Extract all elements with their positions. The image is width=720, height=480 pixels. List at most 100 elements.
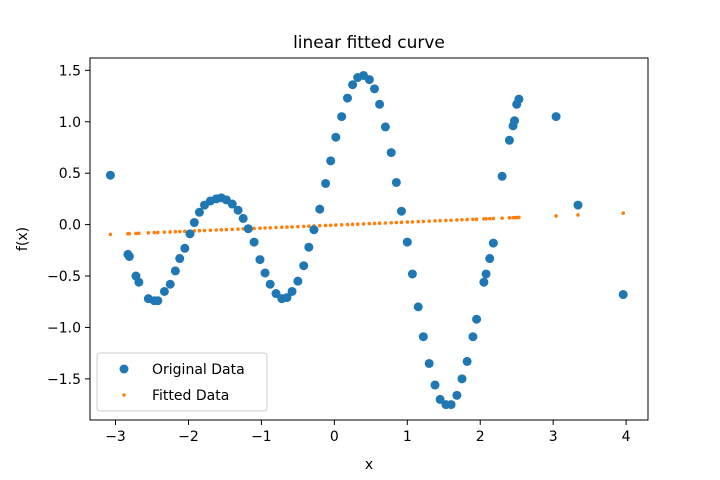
fitted-data-point — [455, 218, 459, 222]
legend: Original Data Fitted Data — [96, 352, 268, 412]
y-tick-label: 1.5 — [59, 63, 81, 79]
fitted-data-point — [274, 225, 278, 230]
y-tick-label: −1.5 — [47, 372, 81, 388]
original-data-point — [424, 358, 434, 368]
original-data-point — [497, 171, 507, 181]
fitted-data-point — [474, 217, 479, 222]
original-data-point — [153, 296, 163, 306]
fitted-data-point — [301, 224, 306, 229]
fitted-data-point — [491, 216, 496, 221]
fitted-data-point — [323, 223, 328, 228]
fitted-data-point — [317, 223, 322, 228]
x-tick-label: 0 — [330, 429, 339, 445]
original-data-point — [481, 269, 491, 279]
fitted-data-point — [399, 220, 404, 225]
y-tick-label: 0.5 — [59, 166, 81, 182]
fitted-data-point — [214, 228, 218, 232]
fitted-data-point — [162, 230, 167, 234]
fitted-data-point — [367, 221, 372, 226]
x-axis-label: x — [365, 457, 373, 473]
fitted-data-point — [576, 213, 580, 217]
fitted-data-point — [263, 226, 267, 230]
fitted-data-point — [345, 222, 350, 227]
fitted-data-point — [416, 219, 421, 224]
original-data-point — [165, 279, 175, 289]
fitted-data-point — [355, 222, 360, 226]
x-tick-label: 2 — [476, 429, 485, 445]
original-data-point — [369, 84, 379, 94]
original-data-point — [293, 276, 303, 286]
original-data-point — [413, 302, 423, 312]
original-data-point — [472, 314, 482, 324]
fitted-data-point — [394, 220, 399, 225]
original-data-point — [227, 199, 237, 209]
x-axis: −3 −2 −1 0 1 2 3 4 — [105, 420, 631, 445]
fitted-data-point — [339, 223, 344, 227]
fitted-data-point — [471, 217, 475, 222]
fitted-data-point — [224, 227, 229, 232]
original-data-point — [514, 94, 524, 104]
fitted-data-point — [146, 231, 151, 235]
original-data-point — [134, 277, 144, 287]
fitted-data-point — [208, 228, 213, 233]
original-data-point — [260, 268, 270, 278]
fitted-data-point — [236, 227, 240, 231]
x-tick-label: 4 — [622, 429, 631, 445]
original-data-point — [175, 254, 185, 264]
fitted-data-point — [433, 219, 437, 223]
original-data-point — [189, 218, 199, 228]
original-data-point — [180, 243, 190, 253]
fitted-data-point — [252, 226, 256, 231]
fitted-data-point — [500, 216, 504, 220]
original-data-point — [309, 225, 319, 235]
original-data-point — [321, 178, 331, 188]
fitted-data-point — [383, 221, 388, 225]
fitted-data-point — [258, 226, 262, 231]
original-data-point — [468, 332, 478, 342]
original-data-point — [485, 254, 495, 264]
fitted-data-point — [127, 231, 132, 236]
original-data-point — [386, 148, 396, 158]
original-data-point — [243, 224, 253, 234]
x-tick-label: 3 — [549, 429, 558, 445]
fitted-data-point — [156, 230, 160, 235]
original-data-point — [337, 112, 347, 122]
fitted-data-point — [350, 222, 355, 227]
fitted-data-point — [389, 220, 394, 225]
fitted-data-point — [465, 217, 469, 222]
original-data-point — [435, 394, 445, 404]
fitted-data-point — [152, 230, 156, 235]
fitted-data-point — [285, 225, 289, 229]
original-data-point — [105, 170, 115, 180]
original-data-point — [282, 293, 292, 303]
original-data-point — [452, 390, 462, 400]
x-tick-label: −2 — [178, 429, 199, 445]
y-tick-label: 0.0 — [59, 218, 81, 234]
fitted-data-point — [410, 220, 415, 224]
fitted-data-point — [202, 228, 207, 233]
original-data-point — [402, 237, 412, 247]
original-data-point — [504, 135, 514, 145]
fitted-data-point — [507, 216, 512, 220]
legend-label-original-data: Original Data — [152, 362, 245, 378]
original-data-point — [348, 80, 358, 90]
y-tick-label: 1.0 — [59, 115, 81, 131]
original-data-point — [375, 99, 385, 109]
fitted-data-point — [219, 228, 224, 232]
fitted-data-point — [177, 229, 182, 234]
original-data-point — [287, 286, 297, 296]
original-data-point — [299, 261, 309, 271]
original-data-point — [271, 289, 281, 299]
fitted-data-point — [460, 218, 464, 222]
fitted-data-point — [621, 211, 625, 215]
fitted-data-point — [377, 221, 382, 226]
fitted-data-point — [230, 227, 235, 232]
original-data-point — [446, 400, 456, 410]
legend-box — [96, 352, 268, 412]
fitted-data-point — [421, 219, 426, 224]
series-layer — [105, 70, 628, 410]
original-data-point — [265, 279, 275, 289]
fitted-data-point — [438, 218, 442, 223]
x-tick-label: 1 — [403, 429, 412, 445]
original-data-point — [364, 75, 374, 85]
